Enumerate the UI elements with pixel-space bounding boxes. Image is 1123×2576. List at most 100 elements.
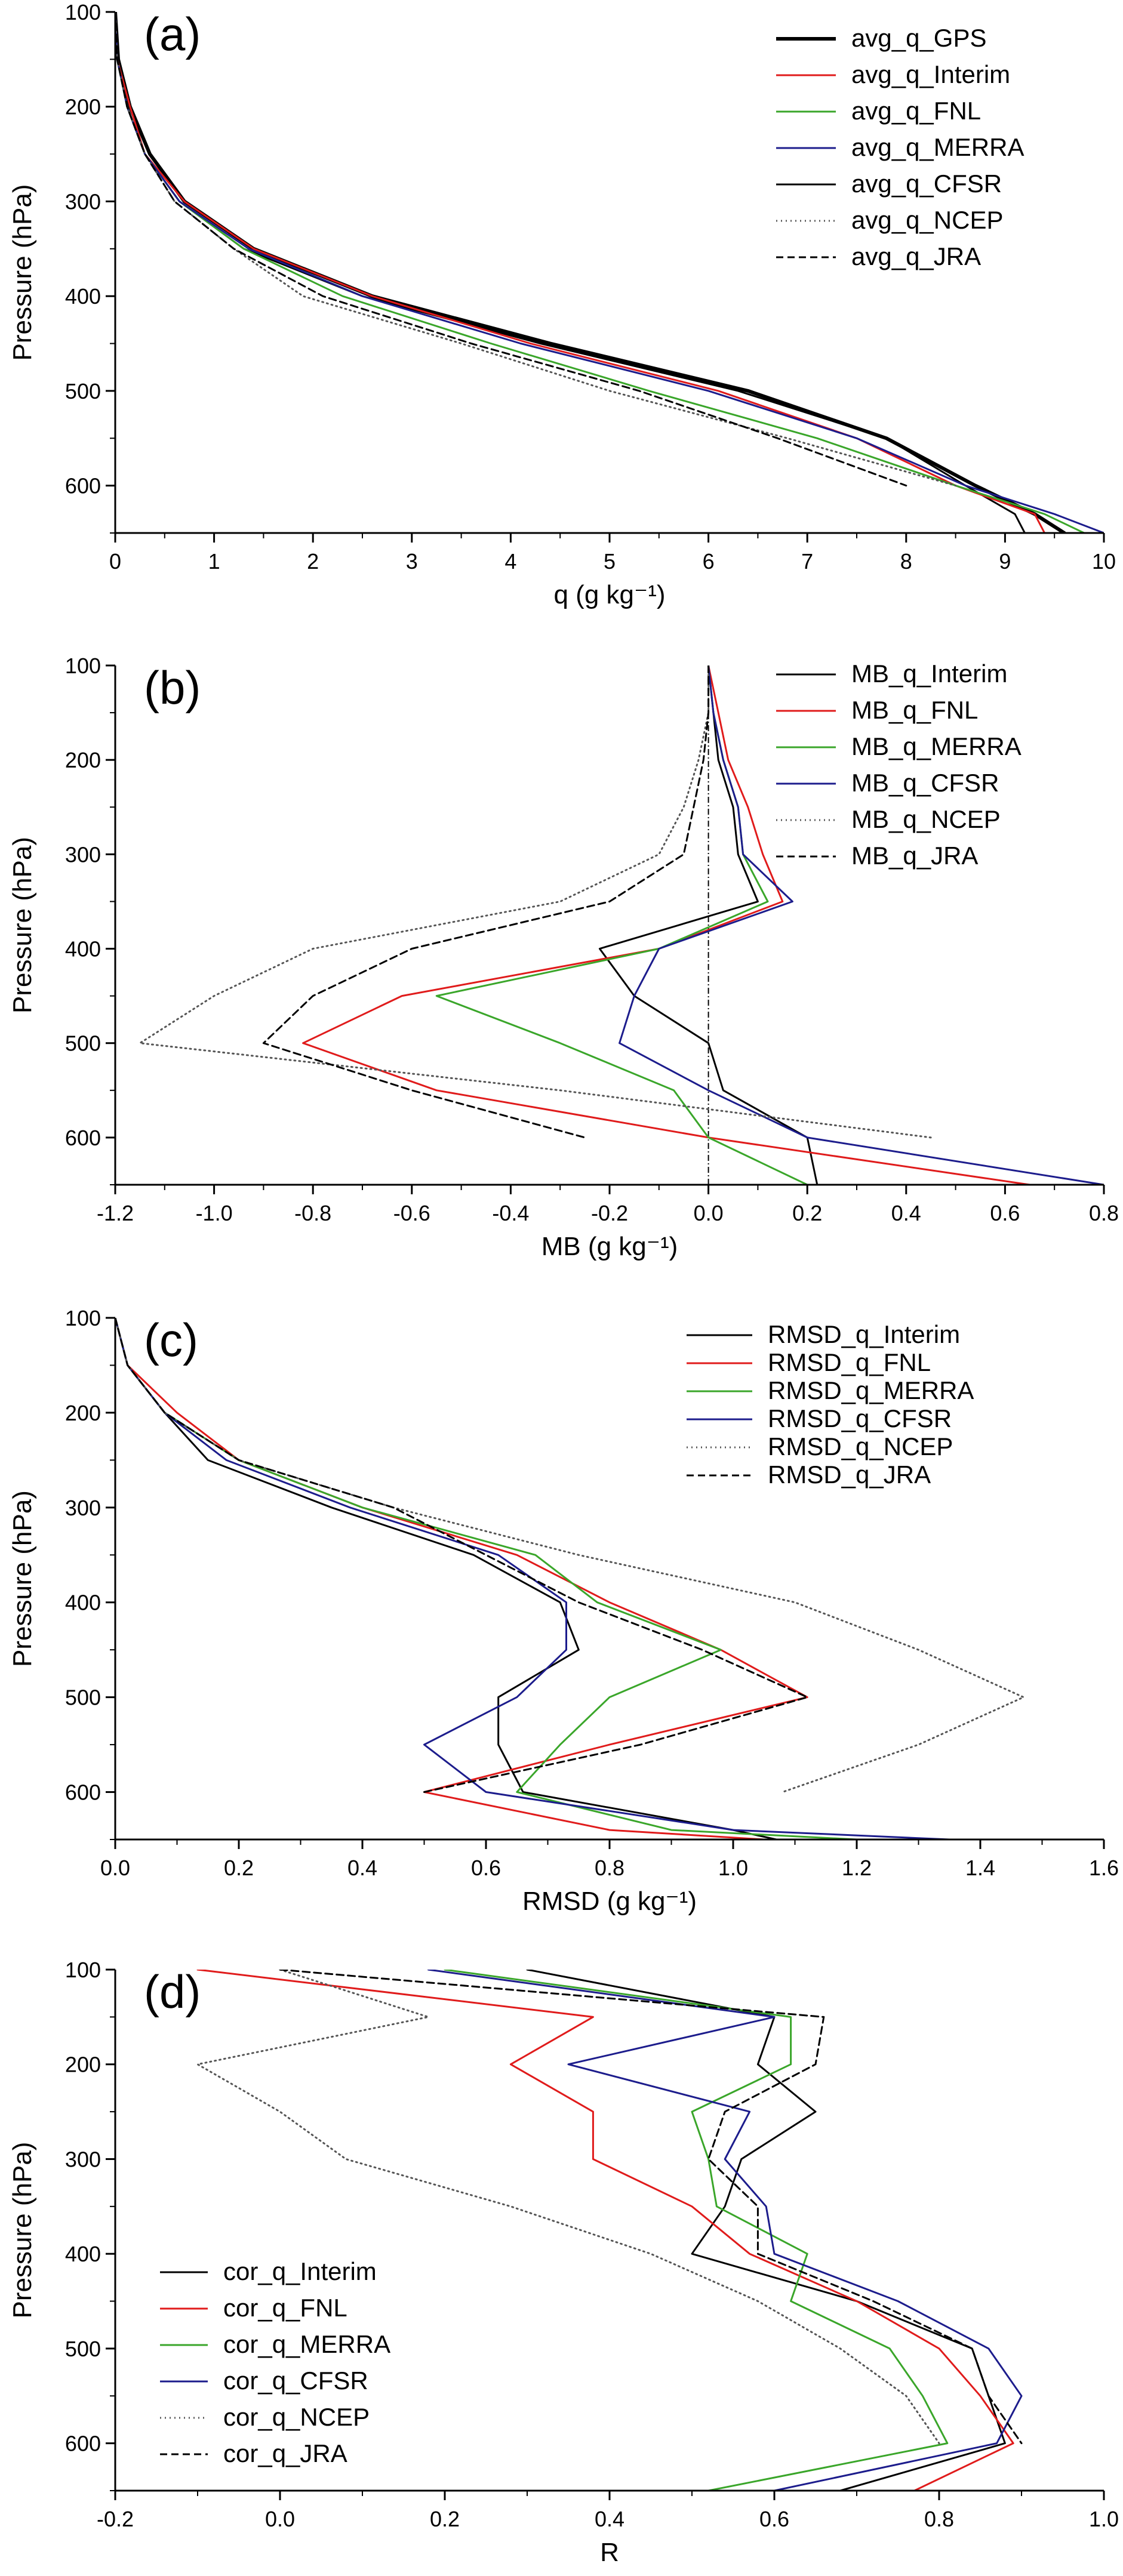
panel-label: (c) — [144, 1314, 198, 1366]
y-tick-label: 200 — [65, 95, 101, 119]
legend-label: cor_q_FNL — [223, 2294, 347, 2322]
series-line-cor_q_Interim — [526, 1970, 1006, 2491]
y-tick-label: 600 — [65, 2432, 101, 2456]
y-tick-label: 500 — [65, 2337, 101, 2361]
chart-panel-c: 0.0 0.2 0.4 0.6 0.8 1.0 1.2 1.4 1.6 100 200 300 400 5… — [8, 1306, 1119, 1916]
x-tick-label: 0.4 — [347, 1856, 377, 1880]
x-tick-label: 1.6 — [1089, 1856, 1119, 1880]
x-tick-label: 0.6 — [759, 2507, 789, 2531]
legend-label: MB_q_FNL — [851, 696, 978, 724]
x-tick-label: 3 — [406, 549, 418, 574]
x-tick-label: 0.8 — [1089, 1201, 1119, 1225]
y-tick-label: 200 — [65, 2053, 101, 2077]
series-line-cor_q_FNL — [196, 1970, 1014, 2491]
legend-label: RMSD_q_MERRA — [768, 1376, 974, 1404]
x-axis-title: RMSD (g kg⁻¹) — [522, 1887, 697, 1916]
x-tick-label: -0.2 — [591, 1201, 628, 1225]
x-tick-label: 4 — [504, 549, 516, 574]
legend-label: RMSD_q_Interim — [768, 1320, 960, 1348]
chart-panel-a: 0 1 2 3 4 5 6 7 8 9 10 100 200 300 400 500 600 q (g kg⁻¹)… — [8, 0, 1116, 609]
x-tick-label: -0.4 — [492, 1201, 529, 1225]
x-tick-label: 1 — [208, 549, 220, 574]
y-tick-label: 400 — [65, 2242, 101, 2266]
legend-label: MB_q_Interim — [851, 660, 1007, 688]
y-tick-label: 500 — [65, 1686, 101, 1710]
series-line-cor_q_CFSR — [427, 1970, 1023, 2491]
x-tick-label: 1.0 — [718, 1856, 748, 1880]
y-tick-label: 400 — [65, 937, 101, 962]
y-tick-label: 600 — [65, 1780, 101, 1805]
chart-panel-b: -1.2 -1.0 -0.8 -0.6 -0.4 -0.2 0.0 0.2 0.4 0.6 0.8 1… — [8, 654, 1119, 1261]
series-group — [196, 1970, 1023, 2491]
y-tick-label: 100 — [65, 0, 101, 24]
legend-label: MB_q_MERRA — [851, 732, 1022, 760]
x-tick-label: 1.2 — [842, 1856, 872, 1880]
series-line-MB_q_Interim — [598, 665, 819, 1185]
x-tick-label: 0.8 — [595, 1856, 624, 1880]
legend: RMSD_q_InterimRMSD_q_FNLRMSD_q_MERRARMSD… — [687, 1320, 974, 1489]
x-axis-title: q (g kg⁻¹) — [553, 580, 665, 609]
legend-label: cor_q_JRA — [223, 2439, 347, 2467]
x-tick-label: 0.2 — [224, 1856, 254, 1880]
legend-label: MB_q_JRA — [851, 842, 978, 870]
y-tick-label: 500 — [65, 379, 101, 403]
x-tick-label: 9 — [999, 549, 1011, 574]
x-tick-label: 5 — [604, 549, 616, 574]
x-tick-label: 0.0 — [100, 1856, 130, 1880]
x-tick-label: 0.6 — [990, 1201, 1020, 1225]
legend: avg_q_GPS avg_q_Interim avg_q_FNL avg_q_MER… — [776, 24, 1024, 270]
y-tick-label: 100 — [65, 1306, 101, 1330]
legend-label: avg_q_Interim — [851, 60, 1010, 88]
y-axis-title: Pressure (hPa) — [8, 1490, 37, 1667]
y-tick-label: 400 — [65, 284, 101, 309]
y-tick-label: 300 — [65, 189, 101, 214]
y-tick-label: 400 — [65, 1591, 101, 1615]
legend-label: RMSD_q_FNL — [768, 1348, 931, 1376]
legend-label: RMSD_q_CFSR — [768, 1404, 952, 1432]
panel-label: (d) — [144, 1965, 201, 2018]
series-line-MB_q_NCEP — [139, 665, 932, 1139]
y-tick-label: 100 — [65, 654, 101, 678]
x-tick-label: 0.4 — [891, 1201, 921, 1225]
x-tick-label: -1.0 — [196, 1201, 233, 1225]
x-tick-label: 0 — [109, 549, 121, 574]
x-tick-label: 0.2 — [430, 2507, 460, 2531]
legend-label: cor_q_MERRA — [223, 2330, 390, 2358]
x-tick-label: 10 — [1092, 549, 1116, 574]
x-tick-label: 6 — [703, 549, 715, 574]
x-tick-label: -1.2 — [97, 1201, 134, 1225]
y-tick-label: 600 — [65, 474, 101, 498]
panel-label: (a) — [144, 8, 201, 60]
legend-label: RMSD_q_JRA — [768, 1460, 931, 1489]
series-line-avg_q_JRA — [115, 12, 907, 487]
x-tick-label: -0.6 — [393, 1201, 430, 1225]
x-tick-label: -0.8 — [294, 1201, 331, 1225]
legend-label: avg_q_JRA — [851, 242, 981, 270]
y-axis-title: Pressure (hPa) — [8, 837, 37, 1013]
x-tick-label: 0.6 — [471, 1856, 501, 1880]
series-group — [115, 1318, 1024, 1839]
series-line-MB_q_JRA — [262, 665, 710, 1139]
x-tick-label: 0.4 — [595, 2507, 624, 2531]
y-tick-label: 600 — [65, 1126, 101, 1150]
legend-label: MB_q_NCEP — [851, 805, 1001, 833]
legend-label: RMSD_q_NCEP — [768, 1432, 953, 1460]
legend-label: cor_q_Interim — [223, 2257, 377, 2285]
legend: MB_q_Interim MB_q_FNL MB_q_MERRA MB_q_CFSR M… — [776, 660, 1022, 870]
legend: cor_q_Interim cor_q_FNL cor_q_MERRA cor_q_C… — [160, 2257, 390, 2467]
x-tick-label: 1.4 — [965, 1856, 995, 1880]
legend-label: avg_q_NCEP — [851, 206, 1003, 234]
series-line-cor_q_JRA — [279, 1970, 1023, 2445]
x-tick-label: -0.2 — [97, 2507, 134, 2531]
legend-label: cor_q_NCEP — [223, 2403, 370, 2431]
legend-label: avg_q_MERRA — [851, 133, 1024, 161]
legend-label: MB_q_CFSR — [851, 769, 999, 797]
series-group — [115, 12, 1104, 533]
series-line-MB_q_CFSR — [619, 665, 1104, 1185]
x-tick-label: 2 — [307, 549, 319, 574]
legend-label: avg_q_FNL — [851, 97, 981, 125]
panel-label: (b) — [144, 661, 201, 714]
y-axis-title: Pressure (hPa) — [8, 184, 37, 361]
x-tick-label: 7 — [801, 549, 813, 574]
legend-label: avg_q_CFSR — [851, 170, 1002, 198]
